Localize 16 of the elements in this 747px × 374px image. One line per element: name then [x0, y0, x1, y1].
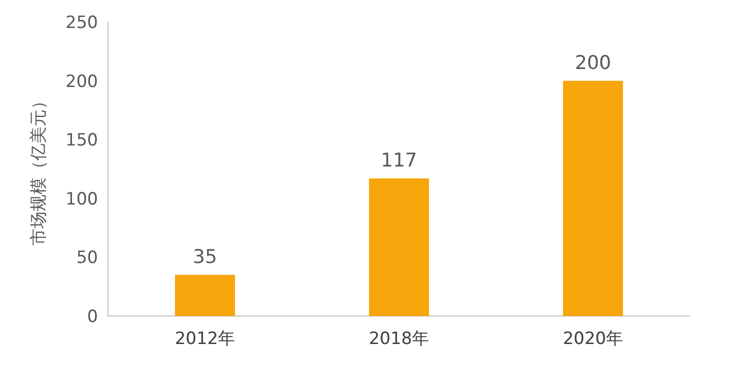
bar	[175, 274, 235, 316]
data-label: 200	[574, 52, 612, 74]
x-tick-label: 2012年	[174, 329, 236, 349]
bar	[563, 80, 623, 316]
y-tick-label: 100	[66, 189, 98, 210]
y-axis-title: 市场规模（亿美元）	[29, 92, 49, 246]
y-tick-label: 0	[87, 307, 98, 327]
data-label: 117	[380, 149, 418, 172]
x-tick-label: 2018年	[368, 329, 430, 349]
y-tick-label: 50	[76, 248, 98, 268]
y-tick-label: 200	[66, 72, 98, 92]
bar	[369, 178, 429, 316]
x-tick-label: 2020年	[562, 329, 624, 349]
data-label: 35	[192, 246, 218, 268]
y-tick-label: 150	[66, 130, 98, 151]
y-tick-label: 250	[66, 13, 98, 33]
